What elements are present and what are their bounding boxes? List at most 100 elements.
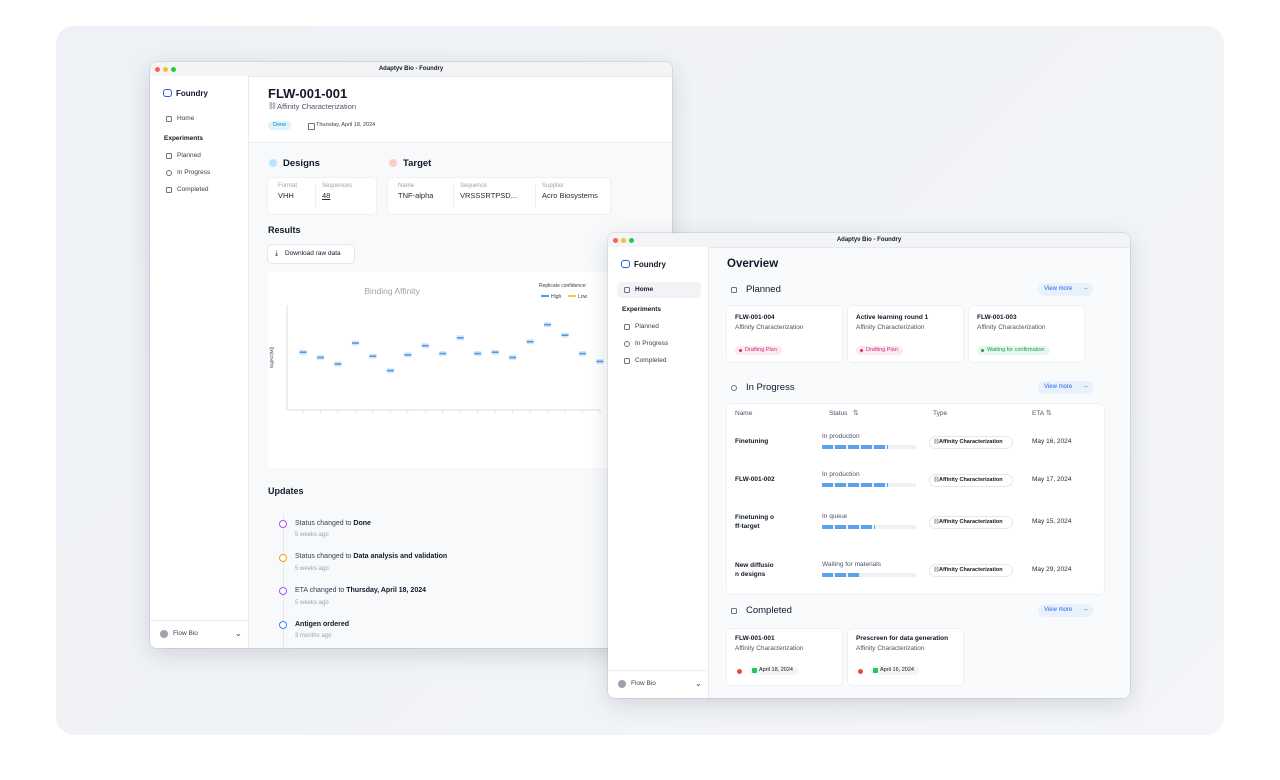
org-chevron: ⌄ [235,629,242,639]
window-control[interactable] [621,237,626,243]
data-point [456,335,464,341]
window-control[interactable] [155,66,160,72]
chart: Binding Affinity log(KD[M]) Replicate conf… [269,283,604,413]
download-label[interactable]: Download raw data [285,249,341,257]
nav-home[interactable]: Home [177,114,195,122]
point-mean [299,351,307,354]
column-header: Type [933,409,948,417]
window-title: Adaptyv Bio - Foundry [378,65,444,72]
timeline-dot [279,520,287,528]
nav-item[interactable]: Planned [177,151,201,159]
nav-item[interactable]: In Progress [177,168,211,176]
timeline-dot [279,621,287,630]
view-more[interactable]: View more → [1038,381,1093,394]
update-prefix: ETA changed to [295,587,345,595]
nav-item[interactable]: In Progress [635,339,669,347]
row-name[interactable]: New diffusion designs [735,561,774,579]
avatar [858,669,863,674]
plan-card[interactable]: Active learning round 1 Affinity Characte… [848,306,963,362]
point-mean [596,360,604,363]
status-dot [739,349,742,352]
point-mean [474,352,482,355]
field-value: VRSSSRTPSD... [460,191,517,201]
type-icon: ⛓ [933,566,940,573]
nav-item[interactable]: Completed [635,356,667,364]
status-dot [860,349,863,352]
update-time: 5 weeks ago [295,599,329,606]
data-point [596,358,604,364]
window-control[interactable] [629,237,634,243]
column-header: Name [735,409,753,417]
data-point [544,322,552,328]
update-time: 5 weeks ago [295,565,329,572]
row-name[interactable]: FLW-001-002 [735,476,775,484]
progress-fill [822,525,875,529]
type-label: Affinity Characterization [939,566,1003,573]
field-value[interactable]: 48 [322,191,331,201]
date-pill: April 16, 2024 [870,666,919,675]
view-more-label[interactable]: View more [1044,285,1073,292]
experiment-id: FLW-001-001 [268,85,348,101]
sort-icon: ⇅ [1046,409,1052,417]
column-header[interactable]: Status [829,409,848,417]
window-control[interactable] [171,66,176,72]
view-more-label[interactable]: View more [1044,383,1073,390]
updates-title: Updates [268,486,304,497]
progress-track [822,483,916,487]
completed-card[interactable]: FLW-001-001 Affinity Characterization Apri… [727,629,842,685]
point-mean [316,356,324,359]
info-card [268,178,376,214]
plan-card[interactable]: FLW-001-003 Affinity Characterization Wait… [969,306,1084,362]
results-title: Results [268,225,301,236]
org-name[interactable]: Flow Bio [173,629,198,637]
type-pill: ⛓ Affinity Characterization [930,474,1012,486]
data-point [526,339,534,345]
data-point [404,352,412,358]
progress-fill [822,483,888,487]
card-type: Affinity Characterization [977,323,1046,331]
org-chevron: ⌄ [695,679,702,689]
view-more[interactable]: View more → [1038,283,1093,296]
date: Thursday, April 18, 2024 [316,122,376,129]
org-name[interactable]: Flow Bio [631,679,656,687]
view-more[interactable]: View more → [1038,604,1093,617]
field-label: Format [278,183,298,190]
nav-home[interactable]: Home [635,285,654,293]
point-mean [456,337,464,339]
field-value: TNF-alpha [398,191,434,201]
section-title: Target [403,157,432,169]
icon [165,115,172,122]
update-highlight: Antigen ordered [295,620,350,628]
card-id: FLW-001-001 [735,634,775,642]
point-mean [579,352,587,355]
overview-title: Overview [727,257,779,270]
field-label: Sequences [322,183,353,190]
point-mean [544,323,552,326]
progress-track [822,525,916,529]
timeline-dot [279,553,287,562]
icon [623,323,630,330]
completed-card[interactable]: Prescreen for data generation Affinity Ch… [848,629,963,685]
icon [623,340,630,347]
row-name[interactable]: Finetuning [735,438,769,446]
date-pill: April 18, 2024 [749,666,798,675]
data-point [474,351,482,357]
window-control[interactable] [613,237,618,243]
update-highlight: Data analysis and validation [353,553,448,561]
window-control[interactable] [163,66,168,72]
update-text: Status changed to Done [295,520,371,528]
download-button[interactable]: ⤓ Download raw data [268,245,354,263]
plan-card[interactable]: FLW-001-004 Affinity Characterization Draf… [727,306,842,362]
view-more-label[interactable]: View more [1044,606,1073,613]
nav-item[interactable]: Completed [177,185,209,193]
update-text: ETA changed to Thursday, April 18, 2024 [295,587,426,595]
progress-fill [822,573,861,577]
nav-item[interactable]: Planned [635,322,659,330]
data-point [316,355,324,360]
row-name[interactable]: Finetuning off-target [735,513,774,531]
column-header[interactable]: ETA [1032,409,1045,417]
section-icon [389,159,397,167]
point-mean [369,355,377,357]
status-dot [981,349,984,352]
icon [623,286,630,293]
